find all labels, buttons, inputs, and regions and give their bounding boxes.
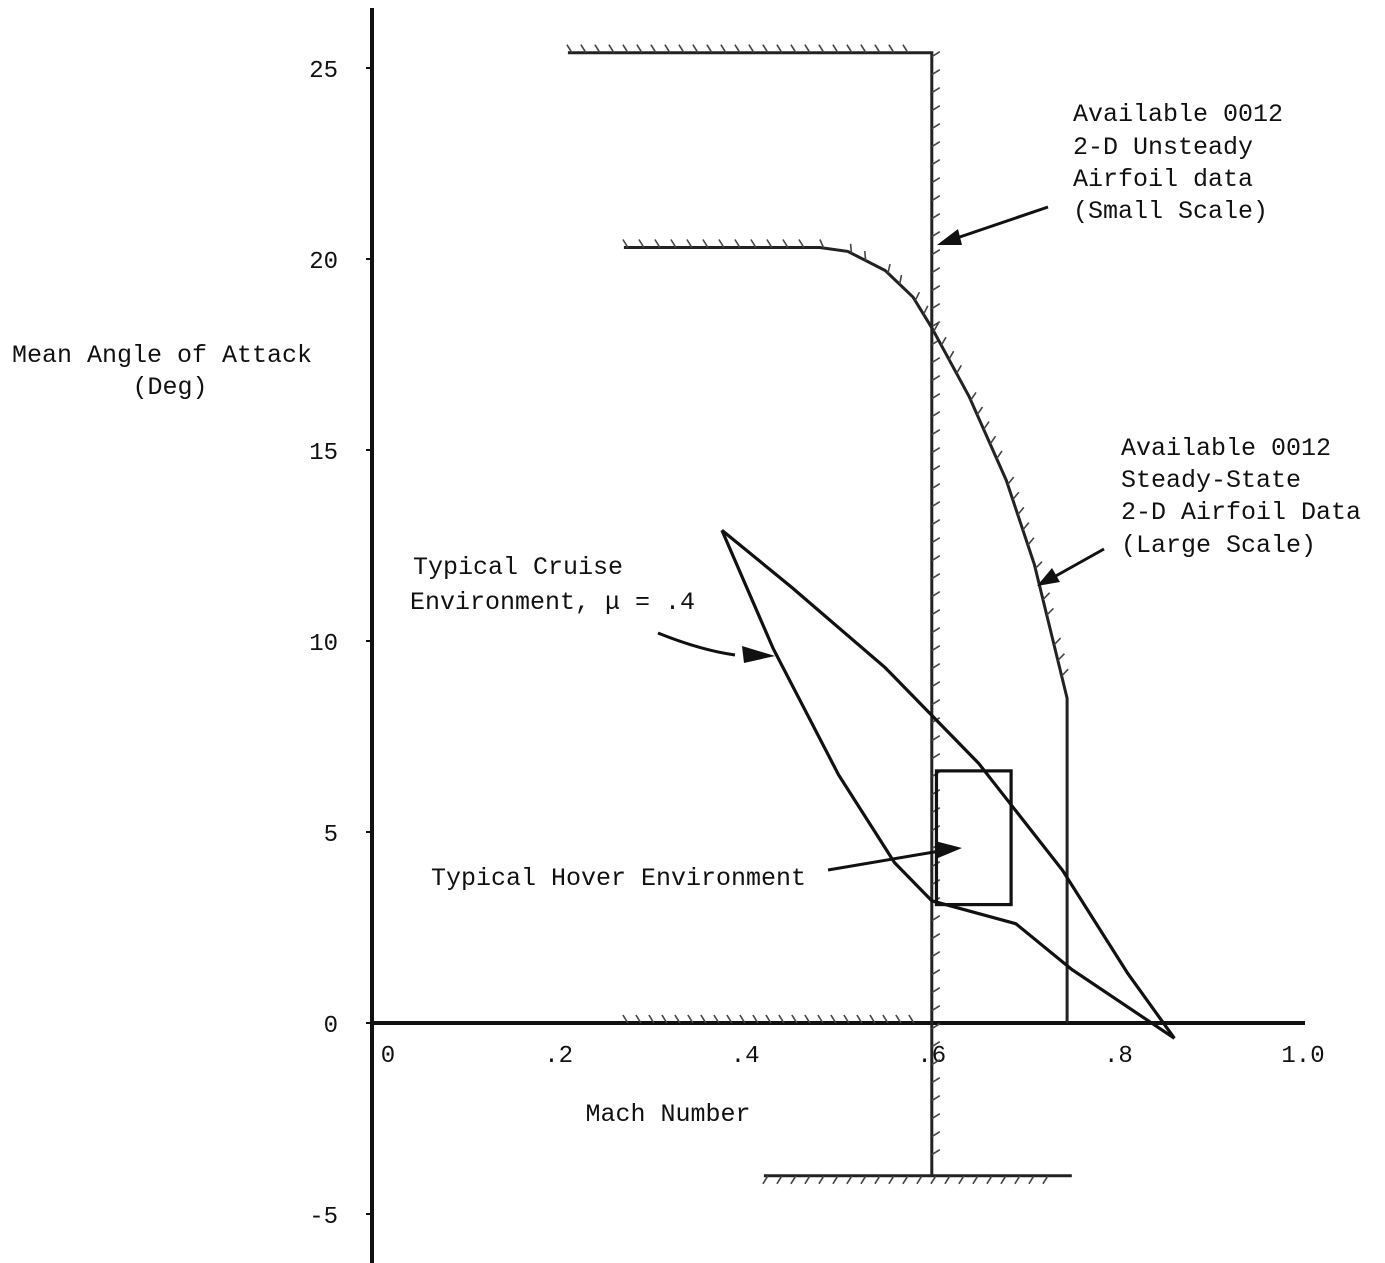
hatch-stroke	[971, 392, 976, 400]
hatch-stroke	[1058, 654, 1065, 661]
unsteady-label-line-4: (Small Scale)	[1073, 197, 1268, 226]
hatch-stroke	[977, 407, 982, 415]
hatch-stroke	[888, 264, 890, 273]
x-tick-label: 0	[381, 1043, 395, 1070]
hatch-stroke	[1062, 669, 1069, 676]
hover-arrow	[828, 851, 940, 870]
unsteady-label-line-2: 2-D Unsteady	[1073, 133, 1253, 162]
unsteady-label-line-1: Available 0012	[1073, 100, 1283, 129]
hatch-stroke	[1028, 538, 1034, 545]
hatch-stroke	[851, 244, 852, 253]
y-tick-label: 5	[324, 822, 338, 849]
cruise-arrow	[658, 633, 735, 655]
hover-label: Typical Hover Environment	[431, 864, 806, 893]
hatch-stroke	[984, 422, 989, 430]
y-tick-label: 15	[309, 440, 338, 467]
y-axis-title-line-1: Mean Angle of Attack	[12, 341, 312, 370]
y-tick-label: -5	[309, 1204, 338, 1231]
hatch-stroke	[915, 292, 919, 300]
steady-arrowhead	[1037, 568, 1060, 586]
cruise-label: Typical Cruise Environment, μ = .4	[410, 553, 695, 617]
unsteady-arrow	[945, 207, 1048, 242]
cruise-label-line-1: Typical Cruise	[413, 553, 623, 582]
cruise-upper-curve	[722, 530, 1175, 1038]
x-tick-label: 1.0	[1281, 1043, 1324, 1070]
y-tick-label: 0	[324, 1013, 338, 1040]
hatch-stroke	[1035, 562, 1042, 569]
hatch-stroke	[865, 251, 866, 260]
y-tick-labels: 25 20 15 10 5 0 -5	[309, 58, 372, 1231]
x-tick-labels: 0.2.4.6.8 1.0	[381, 1043, 1325, 1070]
unsteady-arrowhead	[937, 229, 962, 245]
unsteady-label-line-3: Airfoil data	[1073, 165, 1253, 194]
hatch-stroke	[1013, 492, 1019, 499]
steady-label-line-1: Available 0012	[1121, 434, 1331, 463]
unsteady-label: Available 0012 2-D Unsteady Airfoil data…	[1073, 100, 1283, 226]
x-tick-label: .2	[544, 1043, 573, 1070]
hatch-stroke	[1008, 477, 1014, 484]
hatch-stroke	[924, 306, 928, 315]
hatch-stroke	[1018, 507, 1024, 514]
hatch-stroke	[957, 365, 962, 373]
steady-label: Available 0012 Steady-State 2-D Airfoil …	[1121, 434, 1361, 560]
y-axis-title: Mean Angle of Attack (Deg)	[12, 341, 312, 402]
x-tick-label: .4	[731, 1043, 760, 1070]
steady-label-line-3: 2-D Airfoil Data	[1121, 498, 1361, 527]
hatch-stroke	[997, 451, 1002, 459]
hatch-stroke	[1054, 638, 1061, 645]
cruise-arrowhead	[742, 646, 775, 663]
cruise-lower-curve	[722, 530, 1175, 1038]
cruise-label-line-2: Environment, μ = .4	[410, 588, 695, 617]
y-tick-label: 25	[309, 58, 338, 85]
hatch-stroke	[900, 275, 902, 284]
steady-label-line-4: (Large Scale)	[1121, 531, 1316, 560]
x-tick-label: .8	[1104, 1043, 1133, 1070]
hover-arrowhead	[935, 841, 962, 858]
hatch-stroke	[1023, 523, 1029, 530]
x-axis-title: Mach Number	[585, 1100, 750, 1129]
y-tick-label: 10	[309, 631, 338, 658]
steady-label-line-2: Steady-State	[1121, 466, 1301, 495]
hatch-stroke	[990, 436, 995, 444]
y-axis-title-line-2: (Deg)	[132, 373, 207, 402]
hatch-stroke	[941, 337, 946, 345]
hatch-stroke	[1047, 608, 1054, 615]
annotations: Available 0012 2-D Unsteady Airfoil data…	[410, 100, 1361, 893]
hatch-stroke	[949, 351, 954, 359]
y-tick-label: 20	[309, 249, 338, 276]
hatch-stroke	[1043, 593, 1050, 600]
